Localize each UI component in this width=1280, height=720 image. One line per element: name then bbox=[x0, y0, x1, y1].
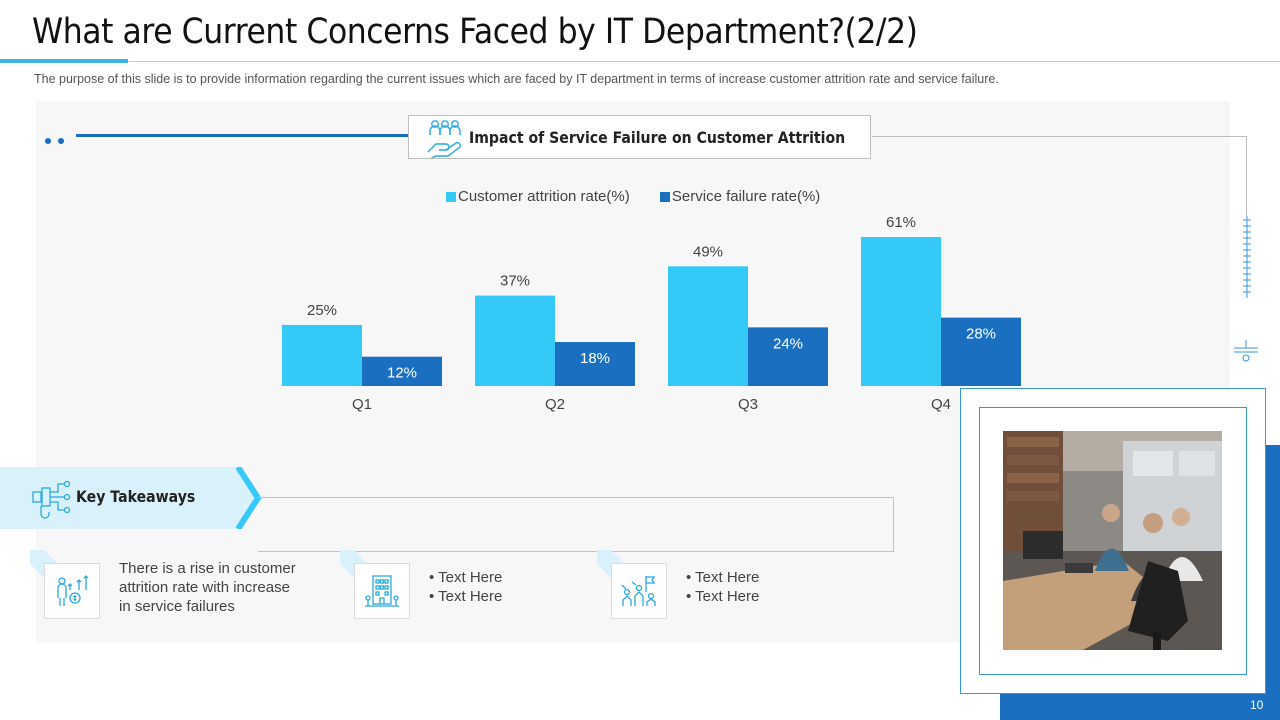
data-label-failure-q3: 24% bbox=[773, 335, 803, 352]
data-label-failure-q1: 12% bbox=[387, 365, 417, 382]
chart-legend: Customer attrition rate(%) Service failu… bbox=[446, 188, 846, 206]
takeaway-3-text: • Text Here • Text Here bbox=[686, 568, 759, 606]
takeaway-2-icon-box bbox=[354, 563, 410, 619]
decor-bracket-vertical bbox=[1246, 136, 1247, 216]
chart-title-box: Impact of Service Failure on Customer At… bbox=[408, 115, 871, 159]
bar-attrition-q1 bbox=[282, 324, 362, 386]
takeaways-heading: Key Takeaways bbox=[76, 487, 196, 506]
takeaway-1-icon-box bbox=[44, 563, 100, 619]
bar-failure-q1 bbox=[362, 356, 442, 386]
x-tick-q1: Q1 bbox=[352, 396, 372, 413]
decor-dots bbox=[45, 131, 71, 149]
legend-item-attrition: Customer attrition rate(%) bbox=[446, 188, 630, 205]
decor-ground-icon bbox=[1234, 340, 1258, 362]
bar-failure-q2 bbox=[555, 342, 635, 386]
x-tick-q3: Q3 bbox=[738, 396, 758, 413]
data-label-attrition-q3: 49% bbox=[693, 243, 723, 260]
data-label-failure-q2: 18% bbox=[580, 350, 610, 367]
data-label-attrition-q1: 25% bbox=[307, 302, 337, 319]
office-meeting-photo bbox=[1003, 431, 1222, 650]
decision-network-icon bbox=[32, 480, 71, 519]
takeaway-2-line-1: • Text Here bbox=[429, 569, 503, 586]
people-growth-icon bbox=[57, 575, 89, 606]
slide-title: What are Current Concerns Faced by IT De… bbox=[32, 12, 918, 52]
photo-frame-inner bbox=[979, 407, 1247, 675]
x-tick-q2: Q2 bbox=[545, 396, 565, 413]
hand-holding-people-icon bbox=[427, 120, 461, 158]
x-tick-q4: Q4 bbox=[931, 396, 951, 413]
page-number: 10 bbox=[1250, 698, 1264, 712]
team-flag-icon bbox=[621, 576, 656, 606]
bar-attrition-q2 bbox=[475, 295, 555, 386]
title-accent-bar bbox=[0, 59, 128, 63]
takeaway-3-icon-box bbox=[611, 563, 667, 619]
chart-title: Impact of Service Failure on Customer At… bbox=[469, 128, 846, 147]
bar-failure-q4 bbox=[941, 317, 1021, 386]
takeaway-2-text: • Text Here • Text Here bbox=[429, 568, 502, 606]
legend-item-failure: Service failure rate(%) bbox=[659, 188, 821, 205]
data-label-attrition-q4: 61% bbox=[886, 214, 916, 231]
bar-failure-q3 bbox=[748, 327, 828, 386]
legend-label-attrition: Customer attrition rate(%) bbox=[458, 188, 630, 205]
legend-swatch-failure bbox=[659, 191, 670, 202]
bar-attrition-q4 bbox=[861, 237, 941, 386]
title-divider bbox=[0, 61, 1280, 62]
decor-blue-line bbox=[76, 134, 410, 137]
takeaway-1-line-2: attrition rate with increase bbox=[119, 579, 290, 596]
data-label-attrition-q2: 37% bbox=[500, 273, 530, 290]
takeaway-3-line-2: • Text Here bbox=[686, 588, 760, 605]
office-building-icon bbox=[365, 575, 399, 607]
decor-spring-icon bbox=[1243, 216, 1251, 298]
takeaway-1-line-1: There is a rise in customer bbox=[119, 560, 296, 577]
bar-attrition-q3 bbox=[668, 266, 748, 386]
takeaway-1-text: There is a rise in customer attrition ra… bbox=[119, 559, 296, 616]
takeaway-2-line-2: • Text Here bbox=[429, 588, 503, 605]
takeaways-frame bbox=[258, 497, 894, 552]
decor-bracket-line bbox=[872, 136, 1246, 137]
legend-label-failure: Service failure rate(%) bbox=[671, 188, 821, 205]
takeaway-1-line-3: in service failures bbox=[119, 598, 235, 615]
takeaway-3-line-1: • Text Here bbox=[686, 569, 760, 586]
legend-swatch-attrition bbox=[446, 191, 456, 202]
data-label-failure-q4: 28% bbox=[966, 326, 996, 343]
slide-subtitle: The purpose of this slide is to provide … bbox=[34, 72, 999, 86]
